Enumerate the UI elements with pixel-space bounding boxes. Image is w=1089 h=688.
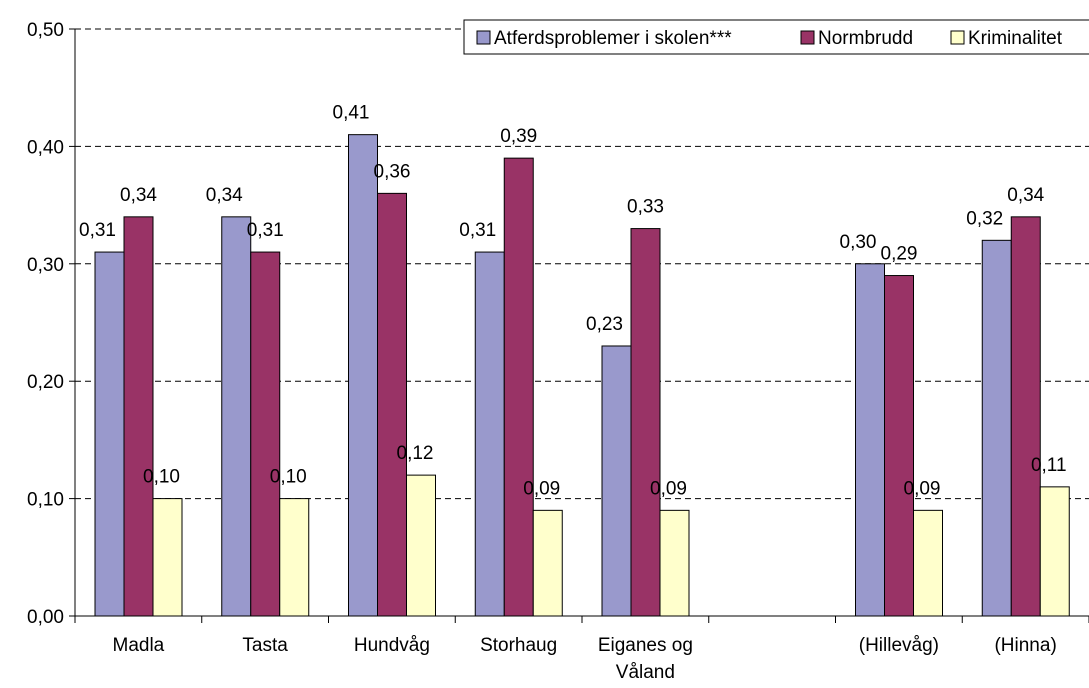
y-tick-label: 0,50 <box>27 20 64 41</box>
y-tick-label: 0,10 <box>27 490 64 511</box>
data-label: 0,31 <box>247 220 284 241</box>
legend-swatch <box>800 30 815 45</box>
data-label: 0,34 <box>1007 185 1044 206</box>
y-tick-label: 0,30 <box>27 255 64 276</box>
data-label: 0,32 <box>966 208 1003 229</box>
legend-label: Atferdsproblemer i skolen*** <box>494 28 732 49</box>
data-label: 0,09 <box>650 478 687 499</box>
axes <box>74 29 1089 623</box>
bar <box>1039 486 1070 617</box>
data-label: 0,09 <box>904 478 941 499</box>
legend-box <box>463 19 1089 55</box>
bar <box>884 275 914 617</box>
bar <box>94 251 125 617</box>
data-label: 0,11 <box>1031 455 1067 476</box>
legend-label: Kriminalitet <box>968 28 1063 49</box>
data-label: 0,31 <box>79 220 116 241</box>
bar <box>601 345 632 617</box>
y-tick-label: 0,40 <box>27 137 64 158</box>
bar <box>630 228 661 617</box>
bar <box>503 157 534 617</box>
bar <box>1010 216 1041 617</box>
bar <box>221 216 252 617</box>
x-category-label: Eiganes og <box>598 635 693 656</box>
bar <box>855 263 885 617</box>
data-label: 0,10 <box>143 467 180 488</box>
data-label: 0,34 <box>206 185 243 206</box>
bar <box>123 216 154 617</box>
x-category-label: Hundvåg <box>354 635 430 656</box>
x-category-label: Tasta <box>242 635 288 656</box>
data-label: 0,10 <box>270 467 307 488</box>
bar <box>981 239 1012 617</box>
bar <box>406 474 436 617</box>
x-axis-categories: Madla Tasta Hundvåg Storhaug Eiganes og Vålan… <box>113 635 1057 683</box>
data-label: 0,34 <box>120 185 157 206</box>
data-label: 0,29 <box>881 244 918 265</box>
data-label: 0,30 <box>840 232 877 253</box>
y-tick-label: 0,00 <box>27 607 64 628</box>
data-label: 0,09 <box>523 478 560 499</box>
bar <box>377 192 407 617</box>
bar <box>152 498 183 617</box>
legend-swatch <box>476 30 491 45</box>
bar <box>659 509 690 617</box>
bar <box>913 509 943 617</box>
x-category-label: Våland <box>616 662 675 683</box>
data-label: 0,33 <box>627 197 664 218</box>
data-label: 0,12 <box>397 443 434 464</box>
bar <box>250 251 281 617</box>
bar <box>279 498 310 617</box>
data-label: 0,31 <box>459 220 496 241</box>
y-axis-ticks: 0,00 0,10 0,20 0,30 0,40 0,50 <box>27 20 75 628</box>
y-tick-label: 0,20 <box>27 372 64 393</box>
x-category-label: Storhaug <box>480 635 557 656</box>
bar <box>474 251 505 617</box>
data-label: 0,23 <box>586 314 623 335</box>
legend: Atferdsproblemer i skolen*** Normbrudd Kri… <box>463 19 1089 55</box>
x-category-label: Madla <box>113 635 165 656</box>
x-category-label: (Hillevåg) <box>859 635 939 656</box>
bar <box>532 509 563 617</box>
bar <box>348 134 378 617</box>
legend-swatch <box>950 30 965 45</box>
legend-label: Normbrudd <box>818 28 913 49</box>
data-label: 0,36 <box>374 161 411 182</box>
data-label: 0,39 <box>500 126 537 147</box>
data-label: 0,41 <box>333 103 370 124</box>
bars <box>94 134 1070 617</box>
x-category-label: (Hinna) <box>994 635 1056 656</box>
data-labels: 0,310,340,410,310,230,300,320,340,310,36… <box>79 103 1067 500</box>
